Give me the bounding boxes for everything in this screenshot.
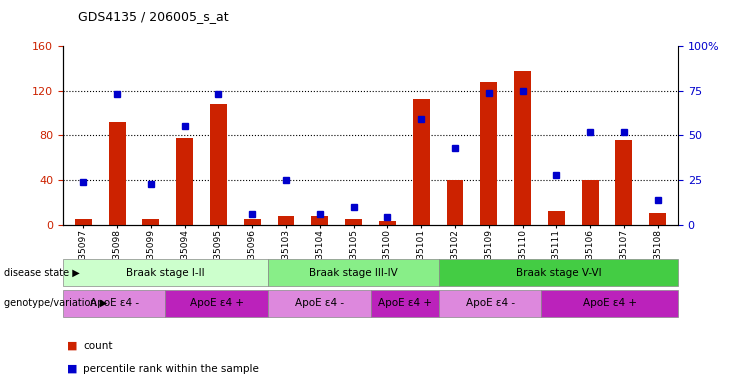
Text: count: count [83,341,113,351]
Bar [109,122,125,225]
Bar [345,219,362,225]
Bar [582,180,599,225]
Bar [447,180,463,225]
Text: Braak stage V-VI: Braak stage V-VI [516,268,601,278]
Text: Braak stage III-IV: Braak stage III-IV [309,268,398,278]
Text: Braak stage I-II: Braak stage I-II [126,268,205,278]
Bar [548,211,565,225]
Bar [616,140,632,225]
Text: ApoE ε4 -: ApoE ε4 - [295,298,344,308]
Text: GDS4135 / 206005_s_at: GDS4135 / 206005_s_at [78,10,228,23]
Text: ■: ■ [67,341,77,351]
Bar [514,71,531,225]
Text: ApoE ε4 +: ApoE ε4 + [378,298,432,308]
Text: percentile rank within the sample: percentile rank within the sample [83,364,259,374]
Bar [244,219,261,225]
Text: genotype/variation ▶: genotype/variation ▶ [4,298,107,308]
Text: ■: ■ [67,364,77,374]
Bar [413,99,430,225]
Text: ApoE ε4 -: ApoE ε4 - [90,298,139,308]
Text: disease state ▶: disease state ▶ [4,268,79,278]
Bar [649,214,666,225]
Text: ApoE ε4 -: ApoE ε4 - [465,298,515,308]
Bar [210,104,227,225]
Bar [75,219,92,225]
Text: ApoE ε4 +: ApoE ε4 + [190,298,244,308]
Bar [311,216,328,225]
Bar [278,216,294,225]
Bar [176,137,193,225]
Bar [142,219,159,225]
Text: ApoE ε4 +: ApoE ε4 + [582,298,637,308]
Bar [379,221,396,225]
Bar [480,82,497,225]
